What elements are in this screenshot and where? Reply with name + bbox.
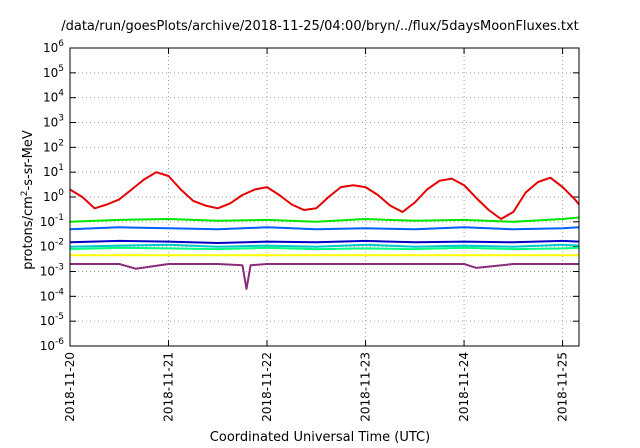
x-axis-label: Coordinated Universal Time (UTC) bbox=[209, 430, 431, 445]
series-line-0 bbox=[69, 171, 580, 220]
series-line-3 bbox=[69, 243, 580, 248]
x-tick-label: 2018-11-25 bbox=[556, 352, 570, 422]
y-tick-label: 10-6 bbox=[40, 337, 65, 353]
x-tick-label: 2018-11-21 bbox=[162, 352, 176, 422]
y-tick-label: 10-5 bbox=[40, 312, 64, 328]
series-line-2 bbox=[69, 226, 580, 231]
y-tick-label: 10-4 bbox=[40, 287, 65, 303]
y-tick-label: 102 bbox=[43, 138, 64, 154]
y-tick-label: 103 bbox=[43, 114, 64, 130]
y-tick-label: 104 bbox=[43, 89, 64, 105]
x-tick-label: 2018-11-23 bbox=[359, 352, 373, 422]
y-tick-label: 10-3 bbox=[40, 263, 64, 279]
y-tick-label: 100 bbox=[43, 188, 64, 204]
series-line-7 bbox=[70, 263, 579, 290]
y-tick-label: 10-2 bbox=[40, 238, 64, 254]
series-line-5 bbox=[69, 246, 580, 251]
y-tick-label: 10-1 bbox=[40, 213, 64, 229]
y-tick-label: 106 bbox=[43, 39, 64, 55]
series-line-1 bbox=[69, 216, 580, 223]
x-tick-label: 2018-11-20 bbox=[63, 352, 77, 422]
y-tick-label: 105 bbox=[43, 64, 64, 80]
series-line-4 bbox=[69, 239, 580, 244]
plot-frame bbox=[69, 47, 580, 347]
y-tick-label: 101 bbox=[43, 163, 64, 179]
chart-title: /data/run/goesPlots/archive/2018-11-25/0… bbox=[61, 19, 579, 34]
x-tick-label: 2018-11-22 bbox=[260, 352, 274, 422]
x-tick-label: 2018-11-24 bbox=[457, 352, 471, 422]
